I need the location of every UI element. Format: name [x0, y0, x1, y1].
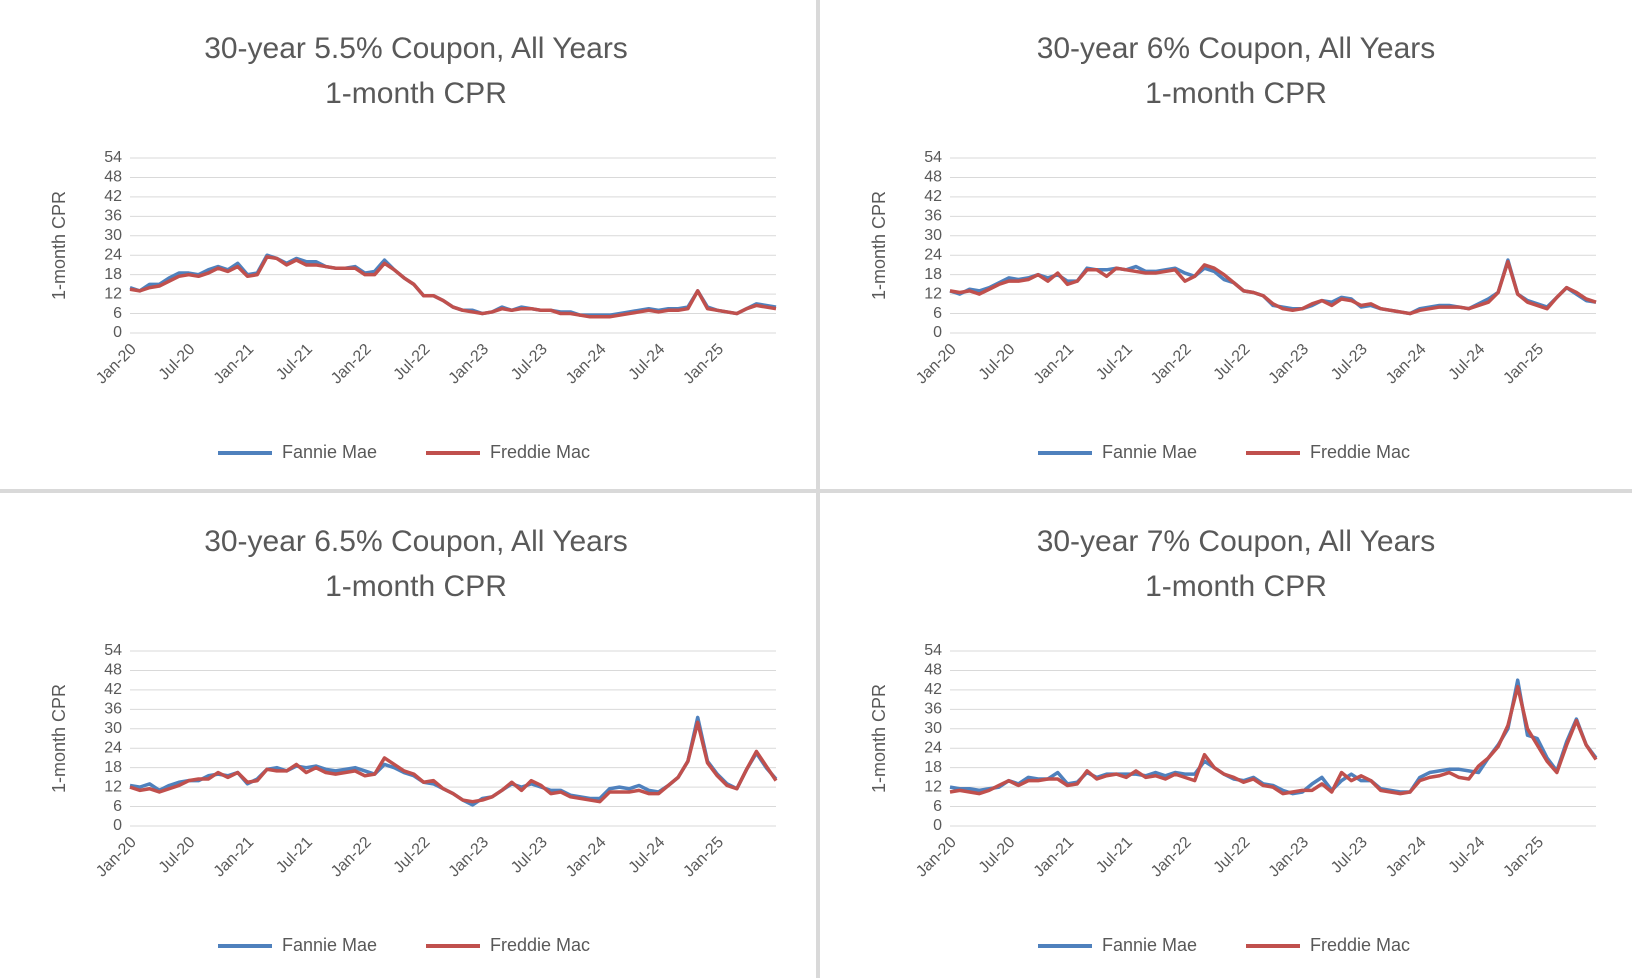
y-tick-label: 18 — [924, 759, 942, 776]
legend-label: Freddie Mac — [490, 935, 590, 955]
y-tick-label: 30 — [924, 227, 942, 244]
y-tick-label: 24 — [104, 246, 122, 263]
y-tick-label: 36 — [924, 701, 942, 718]
chart-panel: 30-year 6% Coupon, All Years 1-month CPR 1… — [820, 0, 1632, 489]
y-tick-label: 42 — [104, 188, 122, 205]
legend-label: Fannie Mae — [1102, 442, 1197, 462]
y-tick-label: 54 — [924, 149, 942, 166]
chart-title: 30-year 6% Coupon, All Years — [1037, 32, 1436, 65]
legend-label: Fannie Mae — [282, 935, 377, 955]
y-tick-label: 48 — [104, 662, 122, 679]
series-line — [129, 255, 777, 319]
chart-subtitle: 1-month CPR — [1145, 570, 1327, 603]
y-tick-label: 6 — [113, 305, 122, 322]
y-tick-label: 36 — [104, 701, 122, 718]
y-tick-label: 0 — [113, 817, 122, 834]
y-tick-label: 6 — [933, 798, 942, 815]
series-line — [129, 720, 778, 804]
y-tick-label: 0 — [933, 324, 942, 341]
y-tick-label: 12 — [924, 285, 942, 302]
y-tick-label: 48 — [104, 169, 122, 186]
y-tick-label: 24 — [924, 739, 942, 756]
y-tick-label: 6 — [933, 305, 942, 322]
y-tick-label: 36 — [104, 208, 122, 225]
y-tick-label: 36 — [924, 208, 942, 225]
panel-background — [820, 0, 1632, 489]
y-axis-title: 1-month CPR — [49, 191, 69, 300]
chart-subtitle: 1-month CPR — [325, 77, 507, 110]
y-tick-label: 24 — [924, 246, 942, 263]
y-tick-label: 54 — [104, 642, 122, 659]
legend-label: Freddie Mac — [1310, 442, 1410, 462]
y-tick-label: 30 — [104, 720, 122, 737]
legend-label: Freddie Mac — [490, 442, 590, 462]
y-tick-label: 48 — [924, 662, 942, 679]
y-tick-label: 48 — [924, 169, 942, 186]
y-tick-label: 12 — [104, 778, 122, 795]
y-tick-label: 42 — [104, 681, 122, 698]
y-tick-label: 18 — [104, 759, 122, 776]
y-tick-label: 6 — [113, 798, 122, 815]
panel-background — [820, 493, 1632, 978]
legend-label: Freddie Mac — [1310, 935, 1410, 955]
series-line — [949, 259, 1597, 316]
chart-title: 30-year 5.5% Coupon, All Years — [204, 32, 628, 65]
y-axis-title: 1-month CPR — [49, 684, 69, 793]
y-tick-label: 12 — [924, 778, 942, 795]
panel-background — [0, 493, 816, 978]
panel-background — [0, 0, 816, 489]
y-tick-label: 54 — [104, 149, 122, 166]
chart-subtitle: 1-month CPR — [325, 570, 507, 603]
series-line — [949, 684, 1598, 796]
chart-panel: 30-year 5.5% Coupon, All Years 1-month CP… — [0, 0, 816, 489]
y-tick-label: 24 — [104, 739, 122, 756]
y-tick-label: 18 — [104, 266, 122, 283]
y-tick-label: 12 — [104, 285, 122, 302]
chart-panel: 30-year 7% Coupon, All Years 1-month CPR 1… — [820, 493, 1632, 978]
y-tick-label: 42 — [924, 681, 942, 698]
chart-title: 30-year 7% Coupon, All Years — [1037, 525, 1436, 558]
y-axis-title: 1-month CPR — [869, 684, 889, 793]
y-tick-label: 30 — [924, 720, 942, 737]
chart-title: 30-year 6.5% Coupon, All Years — [204, 525, 628, 558]
legend-label: Fannie Mae — [282, 442, 377, 462]
chart-subtitle: 1-month CPR — [1145, 77, 1327, 110]
y-tick-label: 18 — [924, 266, 942, 283]
y-tick-label: 30 — [104, 227, 122, 244]
chart-panel: 30-year 6.5% Coupon, All Years 1-month CP… — [0, 493, 816, 978]
y-tick-label: 0 — [933, 817, 942, 834]
y-axis-title: 1-month CPR — [869, 191, 889, 300]
y-tick-label: 0 — [113, 324, 122, 341]
y-tick-label: 54 — [924, 642, 942, 659]
legend-label: Fannie Mae — [1102, 935, 1197, 955]
y-tick-label: 42 — [924, 188, 942, 205]
